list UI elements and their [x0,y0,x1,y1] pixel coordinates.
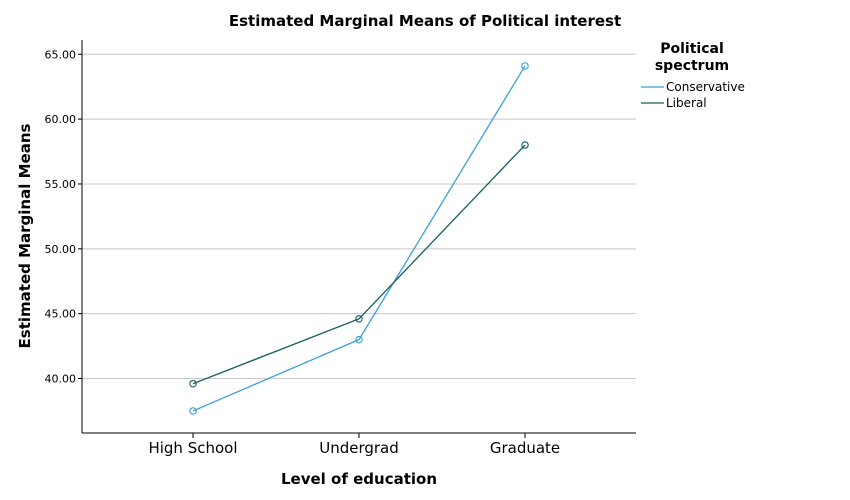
y-tick-label-4: 60.00 [45,113,77,126]
x-tick-label-0: High School [148,439,237,457]
series-line-liberal [192,144,526,385]
chart-title: Estimated Marginal Means of Political in… [229,12,621,30]
legend-title-line-1: Political [660,41,724,57]
point-conservative-0 [189,407,197,415]
x-tick-label-1: Undergrad [319,439,399,457]
x-tick-label-2: Graduate [490,439,560,457]
point-conservative-1 [355,335,363,344]
axes [81,40,636,434]
gridlines [82,53,636,380]
point-liberal-0 [189,379,197,388]
legend-items: Conservative Liberal [641,80,745,110]
y-tick-label-2: 50.00 [45,243,77,256]
y-tick-label-3: 55.00 [45,178,77,191]
legend-label-conservative: Conservative [666,80,745,94]
legend: Political spectrum Conservative Liberal [641,41,745,110]
legend-title-line-2: spectrum [655,58,729,74]
series-lines [192,65,526,412]
series-line-conservative [192,65,526,412]
legend-label-liberal: Liberal [666,96,707,110]
y-axis-title: Estimated Marginal Means [16,124,34,349]
y-ticks: 40.00 45.00 50.00 55.00 60.00 65.00 [45,48,82,386]
point-conservative-2 [521,62,529,70]
y-tick-label-5: 65.00 [45,48,77,61]
y-tick-label-0: 40.00 [45,373,77,386]
x-ticks: High School Undergrad Graduate [148,433,560,457]
x-axis-title: Level of education [281,470,437,488]
series-points [189,62,529,415]
point-liberal-2 [521,141,529,149]
y-tick-label-1: 45.00 [45,308,77,321]
point-liberal-1 [355,315,363,323]
